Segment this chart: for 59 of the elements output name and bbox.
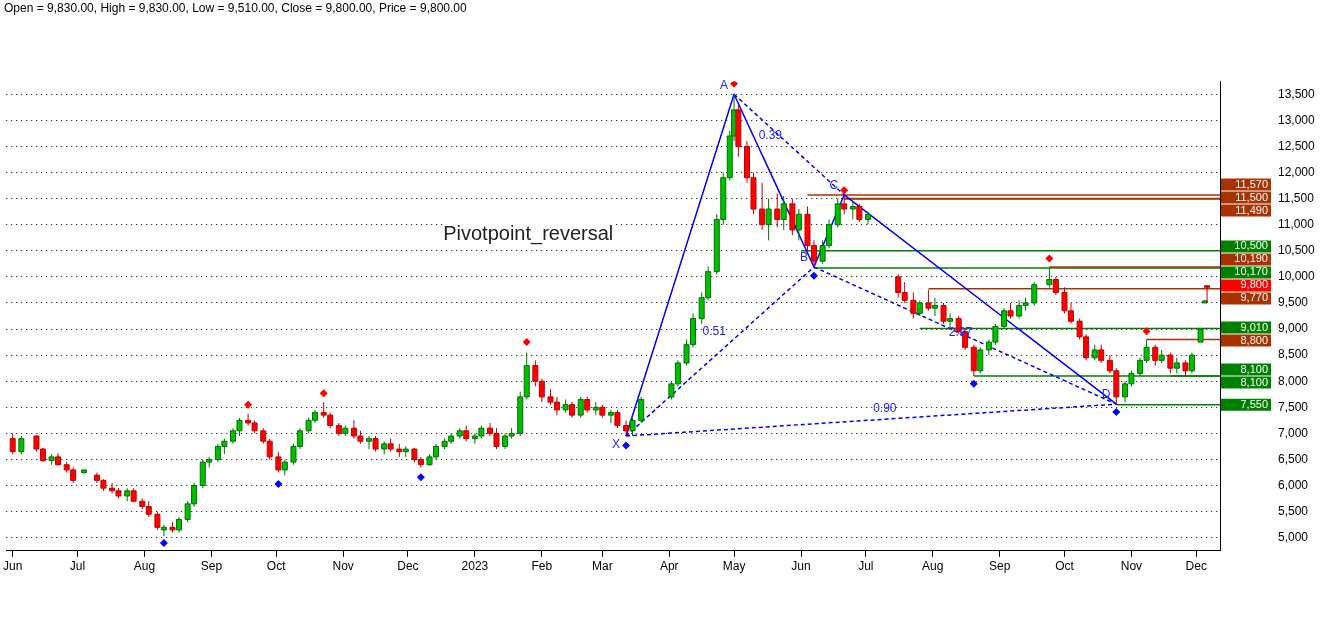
data-label: 9,010 <box>1240 320 1268 333</box>
x-tick-label: Jul <box>69 559 86 574</box>
data-label: 8,100 <box>1240 375 1268 388</box>
data-label: 7,550 <box>1240 397 1268 410</box>
x-tick-label: Mar <box>591 559 613 574</box>
x-tick-label: Feb <box>531 559 553 574</box>
text: 9,800 <box>1240 278 1268 291</box>
x-tick-label: Nov <box>1120 559 1143 574</box>
annotation: Pivotpoint_reversal <box>443 222 614 246</box>
y-tick-label: 8,000 <box>1278 373 1309 388</box>
x-tick-label: Apr <box>659 559 679 574</box>
x-tick-label: Jul <box>858 559 874 574</box>
x-tick-label: Jun <box>791 559 811 574</box>
data-label: 11,570 <box>1235 177 1268 190</box>
y-tick-label: 13,000 <box>1278 112 1316 127</box>
x-tick-label: 2023 <box>461 559 489 574</box>
annotation: 0.39 <box>758 127 783 142</box>
chart-title: Open = 9,830.00, High = 9,830.00, Low = 9,510.00, Close = 9,800.00, Price = 9,800.00 <box>3 0 468 16</box>
y-tick-label: 11,000 <box>1278 217 1315 231</box>
data-label: 8,100 <box>1240 362 1268 375</box>
annotation: A <box>720 77 729 92</box>
annotation: X <box>612 437 621 452</box>
x-tick-label: Dec <box>1185 559 1207 574</box>
y-tick-label: 10,500 <box>1278 243 1316 258</box>
x-tick-label: Aug <box>133 559 156 574</box>
x-tick-label: Oct <box>1055 559 1075 574</box>
x-tick-label: Sep <box>989 559 1011 574</box>
annotation: 0.51 <box>702 324 727 339</box>
y-tick-label: 12,500 <box>1278 138 1316 153</box>
y-tick-label: 6,500 <box>1278 451 1309 466</box>
x-tick-label: Sep <box>200 559 223 574</box>
annotation: C <box>829 178 839 193</box>
data-label: 9,770 <box>1240 291 1268 304</box>
y-tick-label: 8,500 <box>1278 347 1309 362</box>
annotation: B <box>799 250 808 265</box>
data-label: 10,170 <box>1234 265 1268 278</box>
data-label: 11,490 <box>1235 203 1268 216</box>
y-tick-label: 5,500 <box>1278 503 1309 518</box>
y-tick-label: 13,500 <box>1278 86 1316 101</box>
x-tick-label: Aug <box>922 559 944 574</box>
y-tick-label: 11,500 <box>1278 190 1315 205</box>
y-tick-label: 9,500 <box>1278 295 1309 310</box>
y-tick-label: 5,000 <box>1278 530 1309 545</box>
x-tick-label: May <box>722 559 746 574</box>
y-tick-label: 6,000 <box>1278 477 1309 492</box>
x-tick-label: Nov <box>332 559 354 574</box>
y-tick-label: 10,000 <box>1278 269 1316 284</box>
data-label: 8,800 <box>1240 333 1268 346</box>
y-tick-label: 12,000 <box>1278 164 1316 179</box>
y-tick-label: 7,000 <box>1278 425 1309 440</box>
y-tick-label: 7,500 <box>1278 399 1309 414</box>
data-label: 10,190 <box>1234 252 1268 265</box>
y-tick-label: 9,000 <box>1278 321 1309 336</box>
x-tick-label: Dec <box>397 559 419 574</box>
x-tick-label: Oct <box>266 559 287 574</box>
data-label: 11,500 <box>1235 190 1268 203</box>
x-tick-label: Jun <box>3 559 23 574</box>
annotation: 0.90 <box>873 401 897 416</box>
data-label: 10,500 <box>1234 239 1268 252</box>
